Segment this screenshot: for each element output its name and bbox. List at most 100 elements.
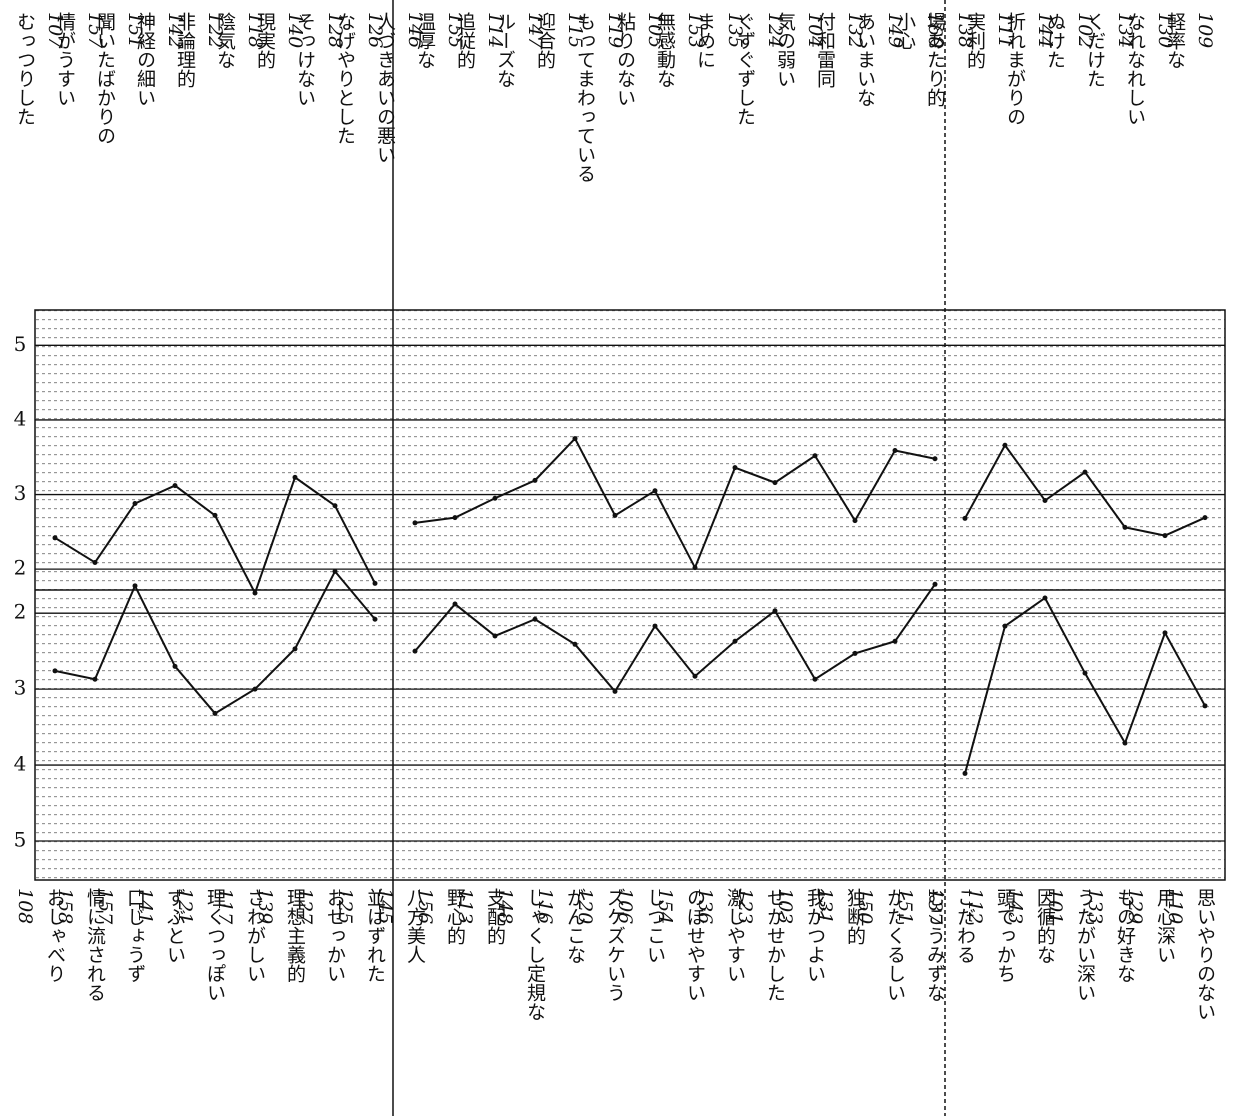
y-tick-label: 5 [14, 332, 27, 356]
profile-point [212, 710, 218, 716]
y-tick-label: 2 [14, 556, 27, 580]
item-label: しゃくし定規な [524, 888, 546, 1021]
item-label: せかせかした [764, 888, 786, 1002]
item-label: 神経の細い [134, 12, 156, 107]
top-item: 134 くだけた [1084, 12, 1140, 307]
top-item: 140 現実的 [254, 12, 310, 307]
item-number: 138 [954, 12, 976, 49]
profile-point [1122, 524, 1128, 530]
y-tick-label: 3 [14, 481, 27, 505]
profile-point [1122, 740, 1128, 746]
top-item: 160 小心 [894, 12, 950, 307]
top-item: 146 人づきあいの悪い [374, 12, 430, 307]
top-item: 118 陰気な [214, 12, 270, 307]
y-tick-label: 5 [14, 828, 27, 852]
item-label: 情に流される [84, 888, 106, 1002]
top-item: 138 場あたり的 [924, 12, 980, 307]
bottom-item: しつこい 106 [614, 888, 670, 1113]
bottom-item: もの好きな 133 [1084, 888, 1140, 1113]
item-number: 132 [844, 12, 866, 49]
profile-point [452, 601, 458, 607]
profile-point [772, 608, 778, 614]
bottom-item: 並はずれた 125 [334, 888, 390, 1113]
item-label: ズケズケいう [604, 888, 626, 1002]
item-label: おしゃべり [44, 888, 66, 983]
item-label: 付和雷同 [814, 12, 836, 88]
item-label: のぼせやすい [684, 888, 706, 1002]
item-number: 156 [414, 888, 436, 925]
top-item: 155 温厚な [414, 12, 470, 307]
item-label: まめに [694, 12, 716, 69]
item-label: 小心 [894, 12, 916, 50]
top-item: 142 神経の細い [134, 12, 190, 307]
item-label: 無感動な [654, 12, 676, 88]
item-number: 105 [644, 12, 666, 49]
item-number: 102 [1074, 12, 1096, 49]
profile-point [692, 673, 698, 679]
top-item: 105 粘りのない [614, 12, 670, 307]
item-label: なれなれしい [1124, 12, 1146, 126]
profile-point [292, 646, 298, 652]
item-label: 追従的 [454, 12, 476, 69]
profile-point [1042, 595, 1048, 601]
item-number: 104 [804, 12, 826, 49]
item-label: 非論理的 [174, 12, 196, 88]
dotted-grid [35, 310, 1225, 880]
item-number: 139 [254, 888, 276, 925]
item-label: もってまわっている [574, 12, 596, 183]
item-number: 123 [734, 888, 756, 925]
item-label: くだけた [1084, 12, 1106, 88]
item-number: 113 [454, 888, 476, 925]
profile-line [414, 436, 936, 571]
item-label: 理想主義的 [284, 888, 306, 983]
item-label: 因循的な [1034, 888, 1056, 964]
item-label: おせっかい [324, 888, 346, 983]
item-label: 温厚な [414, 12, 436, 69]
item-number: 160 [924, 12, 946, 49]
item-number: 145 [374, 888, 396, 925]
profile-point [812, 676, 818, 682]
profile-point [852, 518, 858, 524]
top-item: 130 なれなれしい [1124, 12, 1180, 307]
profile-point [1162, 630, 1168, 636]
item-label: こだわる [954, 888, 976, 964]
frame [34, 309, 1226, 881]
profile-point [1162, 533, 1168, 539]
item-number: 101 [1044, 888, 1066, 925]
profile-point [852, 650, 858, 656]
item-label: 思いやりのない [1194, 888, 1216, 1021]
top-item: 151 聞いたばかりの [94, 12, 150, 307]
top-item: 124 ぐずぐずした [734, 12, 790, 307]
item-label: 野心的 [444, 888, 466, 945]
item-number: 108 [14, 888, 36, 925]
item-number: 144 [1034, 12, 1056, 49]
item-number: 119 [604, 12, 626, 49]
item-label: 粘りのない [614, 12, 636, 107]
profile-point [1082, 670, 1088, 676]
item-label: 場あたり的 [924, 12, 946, 107]
item-label: 情がうすい [54, 12, 76, 107]
item-number: 112 [964, 888, 986, 925]
item-number: 158 [54, 888, 76, 925]
top-item: 157 情がうすい [54, 12, 110, 307]
profile-point [1042, 498, 1048, 504]
profile-point [1002, 623, 1008, 629]
profile-point [892, 448, 898, 454]
profile-point [732, 638, 738, 644]
item-number: 128 [324, 12, 346, 49]
bottom-item: こだわる 137 [924, 888, 980, 1113]
profile-point [732, 465, 738, 471]
item-label: ぐずぐずした [734, 12, 756, 126]
bottom-item: 支配的 113 [454, 888, 510, 1113]
bottom-item: おしゃべり 108 [14, 888, 70, 1113]
bottom-item: 用心深い 129 [1124, 888, 1180, 1113]
y-tick-label: 2 [14, 600, 27, 624]
item-label: しつこい [644, 888, 666, 964]
item-number: 120 [574, 888, 596, 925]
item-label: そっけない [294, 12, 316, 107]
top-item: 109 軽率な [1164, 12, 1220, 307]
bottom-item: 我がつよい 103 [774, 888, 830, 1113]
bottom-item: しゃくし定規な 148 [494, 888, 550, 1113]
profile-point [572, 436, 578, 442]
